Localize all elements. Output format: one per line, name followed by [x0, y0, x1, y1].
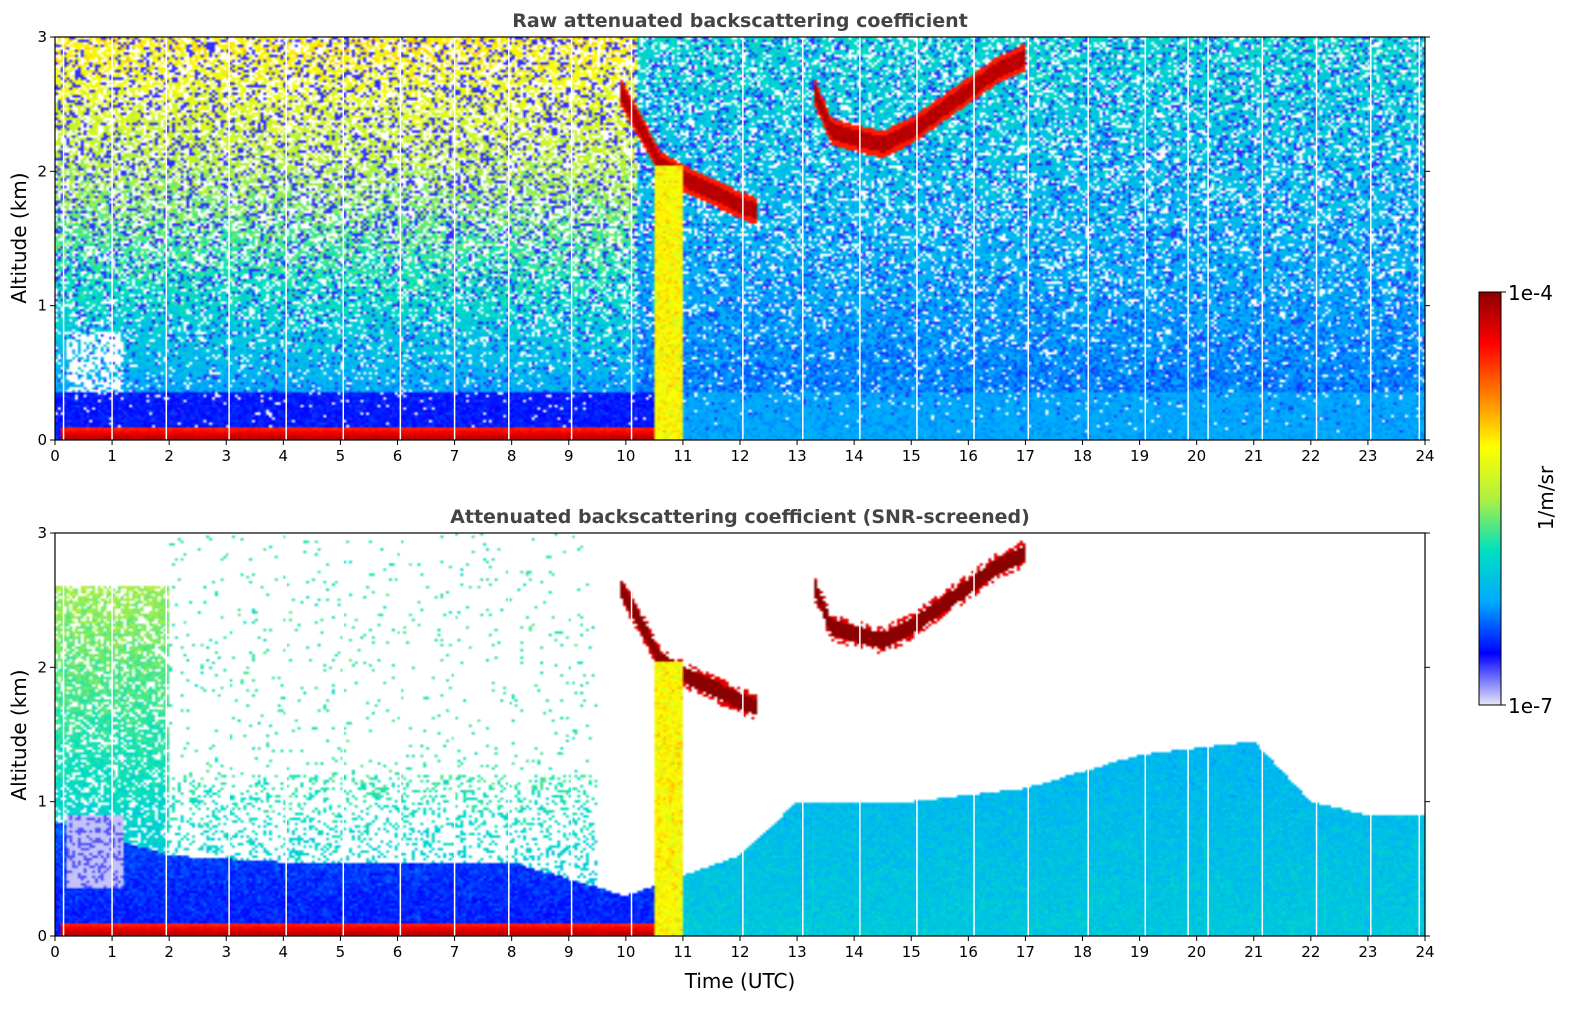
panel1-xtick-label: 10	[616, 447, 635, 465]
panel1-xtick-label: 23	[1358, 447, 1377, 465]
colorbar-max-label: 1e-4	[1508, 281, 1553, 305]
panel2-ytick-label: 2	[37, 658, 47, 676]
panel2-xtick-label: 22	[1301, 943, 1320, 961]
panel1-ylabel: Altitude (km)	[7, 172, 31, 303]
panel2-xtick-label: 0	[50, 943, 60, 961]
panel1-xtick-label: 22	[1301, 447, 1320, 465]
panel2-xtick-label: 3	[221, 943, 231, 961]
panel2-xtick-label: 21	[1244, 943, 1263, 961]
panel2-xtick-label: 20	[1187, 943, 1206, 961]
panel2-ytick-label: 3	[37, 524, 47, 542]
panel1-xtick-label: 3	[221, 447, 231, 465]
panel1-xtick-label: 13	[788, 447, 807, 465]
panel2-xtick-label: 24	[1415, 943, 1434, 961]
panel2-xtick-label: 16	[959, 943, 978, 961]
panel1-xtick-label: 8	[507, 447, 517, 465]
panel1-xtick-label: 14	[845, 447, 864, 465]
panel1-axes: 0 1 2 3 4 5 6 7 8 9 10 11 12 13 14 15 16 17 18 19 20 21 22 23 24…	[37, 28, 1434, 465]
panel1-title: Raw attenuated backscattering coefficien…	[512, 10, 968, 32]
panel1-xtick-label: 16	[959, 447, 978, 465]
panel2-xtick-label: 14	[845, 943, 864, 961]
panel2-heatmap	[55, 533, 1425, 936]
panel2-xtick-label: 18	[1073, 943, 1092, 961]
raw-backscatter-panel: Raw attenuated backscattering coefficien…	[7, 10, 1435, 465]
panel2-xtick-label: 7	[450, 943, 460, 961]
panel1-xtick-label: 5	[336, 447, 346, 465]
panel1-xtick-label: 12	[730, 447, 749, 465]
panel1-xtick-label: 11	[673, 447, 692, 465]
panel2-xtick-label: 17	[1016, 943, 1035, 961]
colorbar-min-label: 1e-7	[1508, 694, 1553, 718]
panel1-xtick-label: 0	[50, 447, 60, 465]
panel2-xtick-label: 9	[564, 943, 574, 961]
panel1-xtick-label: 1	[107, 447, 117, 465]
panel1-xtick-label: 18	[1073, 447, 1092, 465]
panel2-xtick-label: 2	[164, 943, 174, 961]
panel2-xtick-label: 23	[1358, 943, 1377, 961]
panel2-ytick-label: 0	[37, 927, 47, 945]
panel1-xtick-label: 4	[279, 447, 289, 465]
panel1-xtick-label: 19	[1130, 447, 1149, 465]
panel1-xtick-label: 9	[564, 447, 574, 465]
panel2-ytick-label: 1	[37, 793, 47, 811]
panel2-xlabel: Time (UTC)	[684, 969, 796, 993]
panel1-xtick-label: 17	[1016, 447, 1035, 465]
panel1-xtick-label: 15	[902, 447, 921, 465]
panel2-xtick-label: 19	[1130, 943, 1149, 961]
panel1-bad-profiles	[62, 37, 1421, 440]
panel1-ytick-label: 1	[37, 297, 47, 315]
panel2-xtick-label: 13	[788, 943, 807, 961]
panel2-axes: 0 1 2 3 4 5 6 7 8 9 10 11 12 13 14 15 16 17 18 19 20 21 22 23 24…	[37, 524, 1434, 961]
panel2-xtick-label: 5	[336, 943, 346, 961]
panel1-xtick-label: 24	[1415, 447, 1434, 465]
panel1-xtick-label: 20	[1187, 447, 1206, 465]
panel2-xtick-label: 12	[730, 943, 749, 961]
colorbar-label: 1/m/sr	[1534, 465, 1558, 530]
colorbar: 1e-4 1e-7 1/m/sr	[1478, 281, 1558, 718]
snr-screened-panel: Attenuated backscattering coefficient (S…	[7, 506, 1435, 993]
panel1-heatmap	[55, 37, 1425, 440]
panel2-xtick-label: 15	[902, 943, 921, 961]
panel1-xtick-label: 2	[164, 447, 174, 465]
panel2-xtick-label: 6	[393, 943, 403, 961]
panel1-ytick-label: 0	[37, 431, 47, 449]
panel1-ytick-label: 3	[37, 28, 47, 46]
panel1-xtick-label: 6	[393, 447, 403, 465]
panel2-xtick-label: 11	[673, 943, 692, 961]
panel2-ylabel: Altitude (km)	[7, 669, 31, 800]
panel2-xtick-label: 4	[279, 943, 289, 961]
panel2-xtick-label: 10	[616, 943, 635, 961]
panel2-xtick-label: 8	[507, 943, 517, 961]
colorbar-gradient	[1478, 291, 1502, 706]
panel2-bad-profiles	[62, 533, 1421, 936]
panel1-xtick-label: 7	[450, 447, 460, 465]
panel2-title: Attenuated backscattering coefficient (S…	[450, 506, 1030, 528]
panel2-xtick-label: 1	[107, 943, 117, 961]
panel1-ytick-label: 2	[37, 162, 47, 180]
panel1-xtick-label: 21	[1244, 447, 1263, 465]
